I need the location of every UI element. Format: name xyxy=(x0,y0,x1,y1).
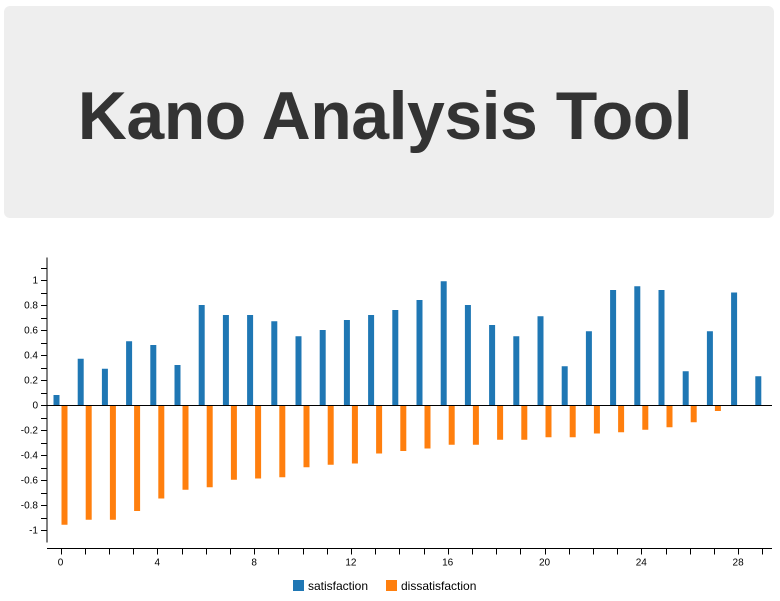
satisfaction-bar xyxy=(53,395,60,405)
satisfaction-bar xyxy=(126,341,133,405)
dissatisfaction-bar xyxy=(206,406,213,488)
y-tick-label: -0.6 xyxy=(21,476,39,487)
dissatisfaction-bar xyxy=(61,406,68,525)
dissatisfaction-bar xyxy=(327,406,334,465)
satisfaction-bar xyxy=(755,376,762,405)
satisfaction-bar xyxy=(295,336,302,405)
dissatisfaction-bar xyxy=(85,406,92,520)
dissatisfaction-bar xyxy=(109,406,116,520)
satisfaction-bar xyxy=(706,331,713,405)
legend-label-satisfaction: satisfaction xyxy=(308,579,368,593)
chart-axes: 1 0.8 0.6 0.4 0.2 0 -0.2 -0.4 -0.6 -0.8 -1 0 4 8 12 16 2… xyxy=(21,257,772,569)
dissatisfaction-bar xyxy=(424,406,431,449)
satisfaction-bar xyxy=(561,366,568,405)
dissatisfaction-bar xyxy=(569,406,576,438)
satisfaction-bar xyxy=(319,330,326,405)
y-tick-label: 0.6 xyxy=(24,326,38,337)
satisfaction-bar xyxy=(247,315,254,405)
dissatisfaction-bar xyxy=(351,406,358,464)
satisfaction-bar xyxy=(610,290,617,405)
dissatisfaction-bar xyxy=(593,406,600,434)
dissatisfaction-bar xyxy=(714,406,721,411)
x-tick-label: 4 xyxy=(155,558,161,569)
dissatisfaction-bar xyxy=(521,406,528,440)
dissatisfaction-bar xyxy=(690,406,697,423)
satisfaction-bar xyxy=(101,368,108,405)
satisfaction-bar xyxy=(682,371,689,405)
satisfaction-bar xyxy=(513,336,520,405)
legend-swatch-satisfaction xyxy=(293,580,304,591)
dissatisfaction-bar xyxy=(376,406,383,454)
satisfaction-bar xyxy=(537,316,544,405)
y-tick-label: 0.2 xyxy=(24,376,38,387)
satisfaction-bar xyxy=(150,345,157,405)
satisfaction-bar xyxy=(392,310,399,405)
dissatisfaction-bar xyxy=(182,406,189,490)
x-tick-label: 0 xyxy=(58,558,64,569)
dissatisfaction-bar xyxy=(255,406,262,479)
x-tick-label: 28 xyxy=(733,558,745,569)
y-tick-label: -0.2 xyxy=(21,426,39,437)
satisfaction-bar xyxy=(343,320,350,405)
dissatisfaction-bar xyxy=(158,406,165,499)
satisfaction-bar xyxy=(585,331,592,405)
y-tick-label: -1 xyxy=(29,526,38,537)
x-tick-label: 16 xyxy=(442,558,454,569)
satisfaction-bar xyxy=(198,305,205,405)
dissatisfaction-bar xyxy=(642,406,649,430)
dissatisfaction-bar xyxy=(666,406,673,428)
hero-banner: Kano Analysis Tool xyxy=(4,6,774,218)
legend-label-dissatisfaction: dissatisfaction xyxy=(401,579,476,593)
satisfaction-bar xyxy=(464,305,471,405)
satisfaction-bar xyxy=(634,286,641,405)
x-tick-label: 12 xyxy=(345,558,357,569)
dissatisfaction-bar xyxy=(134,406,141,511)
satisfaction-bar xyxy=(368,315,375,405)
page-title: Kano Analysis Tool xyxy=(77,78,693,154)
x-tick-label: 8 xyxy=(251,558,257,569)
chart-bars xyxy=(53,281,762,525)
chart-legend: satisfaction dissatisfaction xyxy=(293,579,476,593)
satisfaction-bar xyxy=(440,281,447,405)
x-tick-label: 20 xyxy=(539,558,551,569)
dissatisfaction-bar xyxy=(618,406,625,433)
satisfaction-bar xyxy=(271,321,278,405)
satisfaction-bar xyxy=(222,315,229,405)
satisfaction-bar xyxy=(731,292,738,405)
dissatisfaction-bar xyxy=(472,406,479,445)
satisfaction-bar xyxy=(174,365,181,405)
satisfaction-bar xyxy=(77,358,84,405)
dissatisfaction-bar xyxy=(497,406,504,440)
y-tick-label: -0.8 xyxy=(21,501,39,512)
dissatisfaction-bar xyxy=(545,406,552,438)
legend-swatch-dissatisfaction xyxy=(386,580,397,591)
dissatisfaction-bar xyxy=(230,406,237,480)
dissatisfaction-bar xyxy=(448,406,455,445)
dissatisfaction-bar xyxy=(303,406,310,468)
y-tick-label: -0.4 xyxy=(21,451,39,462)
dissatisfaction-bar xyxy=(400,406,407,451)
satisfaction-bar xyxy=(416,300,423,405)
satisfaction-bar xyxy=(658,290,665,405)
dissatisfaction-bar xyxy=(279,406,286,478)
y-tick-label: 0.8 xyxy=(24,301,38,312)
satisfaction-bar xyxy=(489,325,496,405)
y-tick-label: 1 xyxy=(32,276,38,287)
x-tick-label: 24 xyxy=(636,558,648,569)
y-tick-label: 0 xyxy=(32,401,38,412)
y-tick-label: 0.4 xyxy=(24,351,38,362)
